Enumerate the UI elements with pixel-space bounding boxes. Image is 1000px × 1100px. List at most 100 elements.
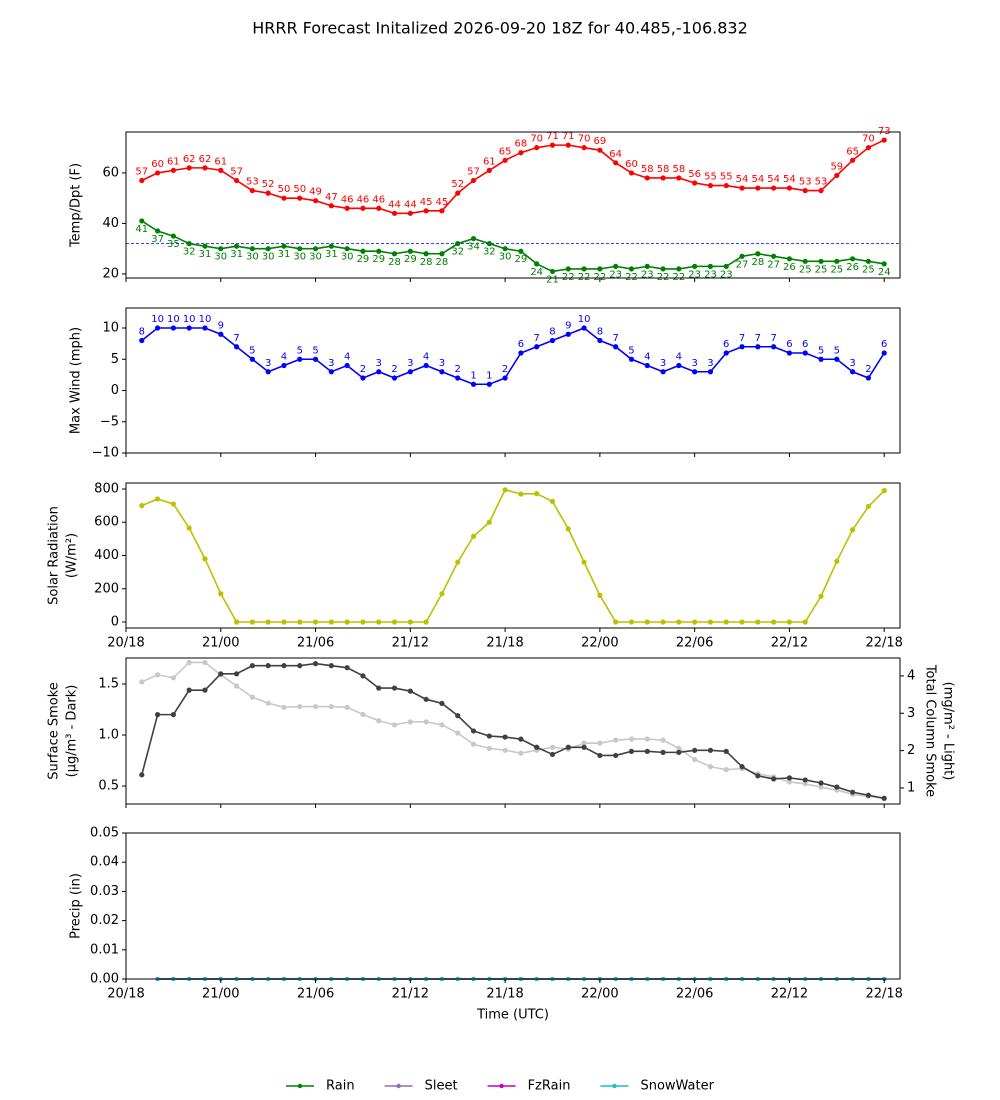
data-label: 25 [815, 264, 828, 275]
data-point [407, 619, 413, 625]
data-point [850, 789, 856, 795]
data-point [549, 744, 556, 750]
data-label: 8 [549, 327, 555, 338]
data-point [834, 558, 840, 564]
data-label: 10 [167, 314, 180, 325]
data-point [328, 369, 334, 375]
data-label: 10 [183, 314, 196, 325]
data-label: 27 [736, 259, 749, 270]
data-label: 2 [360, 364, 366, 375]
data-label: 3 [691, 358, 697, 369]
data-label: 50 [278, 184, 291, 195]
y-tick-label: 0.05 [90, 826, 119, 841]
x-tick-label: 22/06 [676, 636, 713, 651]
data-point [771, 253, 777, 259]
y-tick-label: 600 [94, 515, 119, 530]
x-tick-label: 22/06 [676, 987, 713, 1002]
data-point [881, 137, 887, 143]
data-label: 2 [865, 364, 871, 375]
data-point [739, 253, 745, 259]
x-tick-label: 21/06 [297, 987, 334, 1002]
data-point [597, 740, 603, 746]
data-label: 6 [881, 339, 887, 350]
data-point [186, 525, 192, 531]
data-point [581, 559, 587, 565]
data-label: 58 [672, 164, 685, 175]
data-point [502, 246, 508, 252]
data-point [170, 167, 176, 173]
data-label: 23 [720, 269, 733, 280]
data-label: 32 [451, 247, 464, 258]
data-point [439, 591, 445, 597]
data-label: 58 [641, 164, 654, 175]
data-label: 44 [404, 199, 417, 210]
data-label: 5 [628, 345, 634, 356]
data-point [139, 772, 145, 778]
data-point [407, 248, 413, 254]
data-label: 1 [470, 370, 476, 381]
data-point [265, 619, 271, 625]
data-point [455, 241, 461, 247]
x-tick-label: 21/06 [297, 636, 334, 651]
data-point [376, 718, 382, 724]
data-label: 4 [423, 352, 429, 363]
x-tick-label: 20/18 [107, 636, 144, 651]
data-point [518, 350, 524, 356]
y2-tick-label: 2 [907, 743, 915, 758]
data-point [312, 703, 319, 710]
data-point [218, 331, 224, 337]
data-point [297, 703, 303, 710]
data-label: 6 [723, 339, 729, 350]
data-point [202, 165, 208, 171]
data-point [723, 263, 729, 269]
plot-frame [125, 657, 901, 805]
data-point [581, 266, 587, 272]
data-point [455, 375, 461, 381]
data-label: 53 [246, 177, 259, 188]
data-label: 4 [644, 352, 650, 363]
data-point [360, 248, 366, 254]
x-tick-label: 21/18 [486, 636, 523, 651]
data-label: 62 [199, 154, 212, 165]
data-point [565, 142, 571, 148]
data-point [692, 756, 698, 763]
data-point [786, 256, 793, 262]
data-label: 24 [530, 267, 543, 278]
data-point [818, 784, 824, 790]
y-axis-label: Precip (in) [69, 873, 84, 939]
data-point [786, 779, 793, 785]
data-label: 26 [783, 262, 796, 273]
data-label: 10 [199, 314, 212, 325]
data-label: 6 [518, 339, 524, 350]
data-point [865, 792, 872, 798]
data-point [328, 703, 334, 710]
data-label: 4 [281, 352, 287, 363]
data-label: 31 [199, 249, 212, 260]
x-tick-label: 21/00 [202, 636, 239, 651]
data-label: 24 [878, 267, 891, 278]
data-label: 23 [609, 269, 622, 280]
data-point [786, 350, 793, 356]
data-label: 29 [372, 254, 385, 265]
y-tick-label: 0.02 [90, 913, 119, 928]
data-label: 61 [167, 156, 180, 167]
data-point [470, 741, 477, 747]
data-label: 5 [312, 345, 318, 356]
data-label: 29 [515, 254, 528, 265]
x-tick-label: 21/00 [202, 987, 239, 1002]
data-label: 71 [546, 131, 559, 142]
data-point [676, 362, 682, 369]
data-point [328, 243, 334, 249]
data-point [154, 170, 161, 176]
data-label: 23 [704, 269, 717, 280]
data-label: 22 [657, 272, 670, 283]
data-point [233, 177, 240, 184]
data-label: 60 [625, 159, 638, 170]
x-axis-label: Time (UTC) [476, 1008, 549, 1023]
data-point [344, 619, 350, 625]
data-label: 61 [483, 156, 496, 167]
data-label: 61 [214, 156, 227, 167]
y-axis-label: (W/m²) [65, 533, 80, 578]
data-label: 46 [372, 194, 385, 205]
data-label: 22 [578, 272, 591, 283]
